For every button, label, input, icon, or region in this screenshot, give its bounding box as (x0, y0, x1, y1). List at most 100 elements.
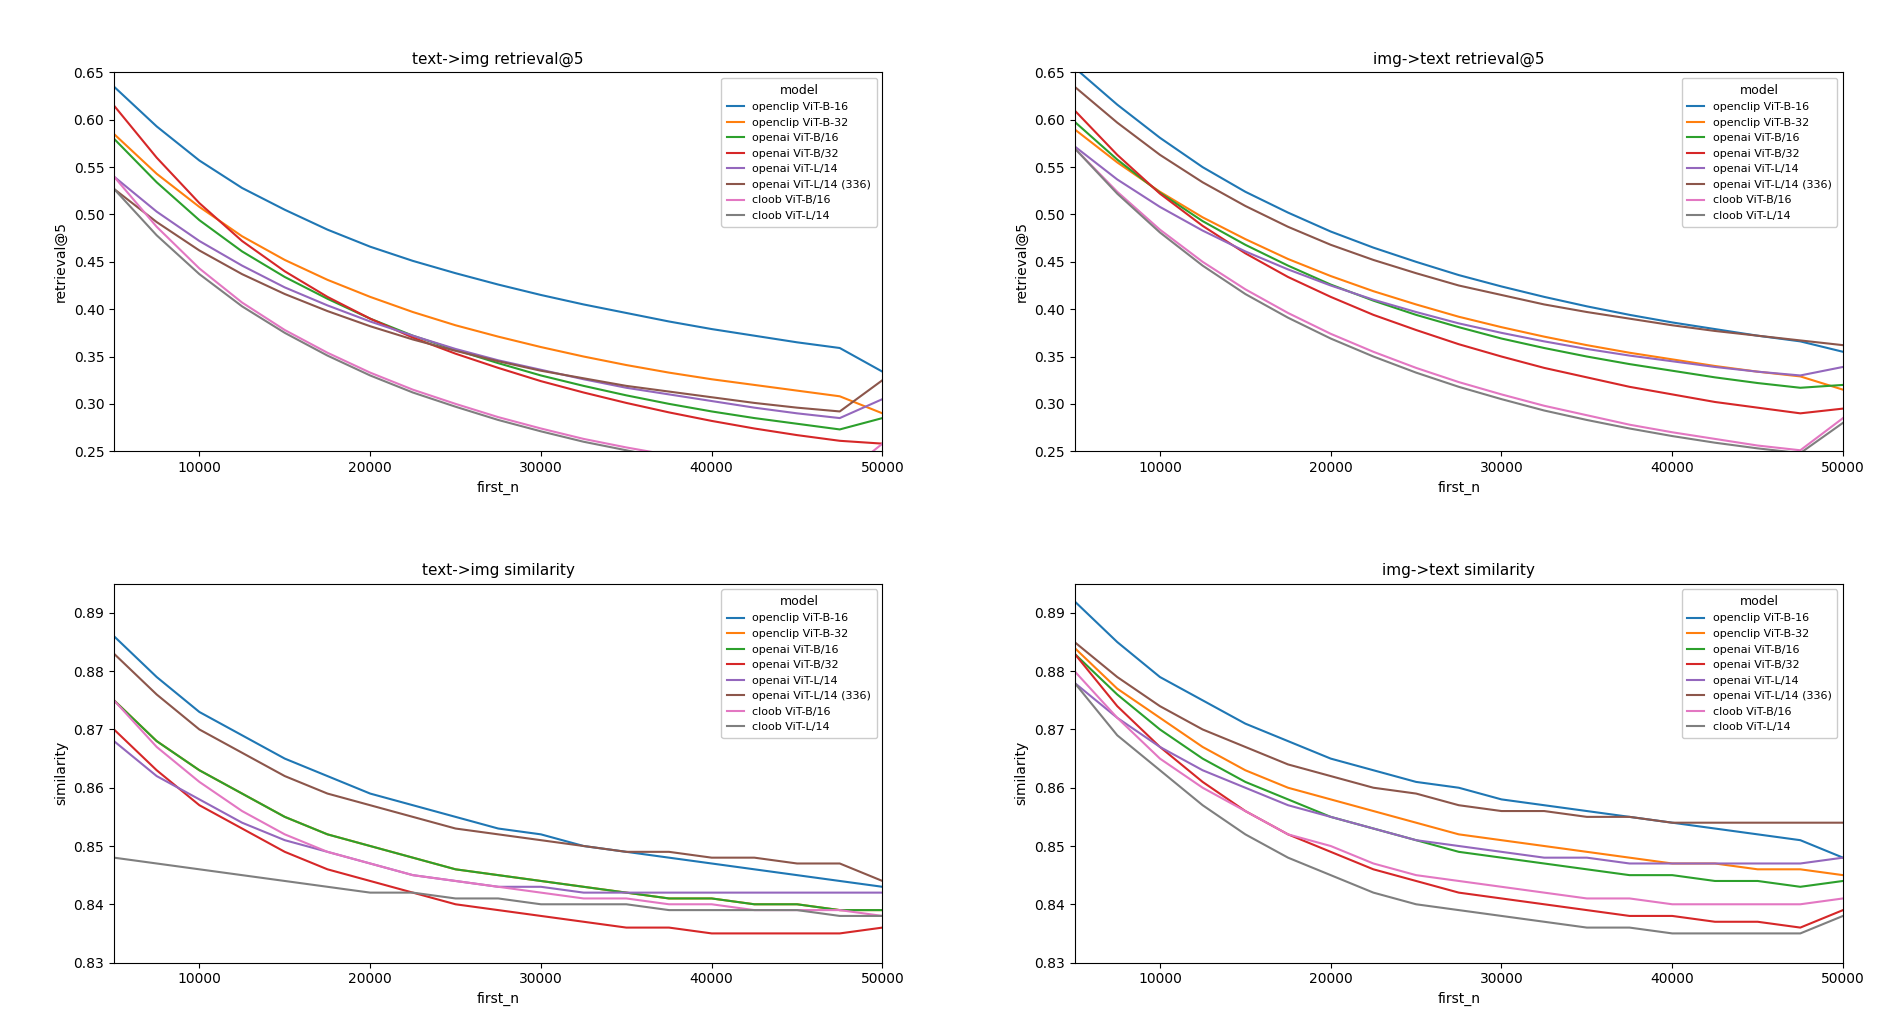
openai ViT-L/14 (336) (1661, 319, 1683, 331)
openai ViT-B/16 (1191, 752, 1214, 765)
openai ViT-B/32 (486, 904, 509, 916)
openai ViT-B/16 (1277, 260, 1300, 272)
Line: openai ViT-L/14 (336): openai ViT-L/14 (336) (114, 654, 882, 881)
openai ViT-L/14 (336) (1661, 817, 1683, 829)
cloob ViT-B/16 (1064, 664, 1087, 677)
openai ViT-L/14 (336) (828, 857, 851, 869)
openai ViT-L/14 (1277, 263, 1300, 275)
openai ViT-B/16 (315, 293, 338, 305)
openclip ViT-B-32 (870, 407, 893, 419)
openai ViT-L/14 (657, 388, 680, 401)
Line: openclip ViT-B-32: openclip ViT-B-32 (1075, 648, 1843, 876)
openclip ViT-B-16 (1148, 131, 1170, 144)
openai ViT-L/14 (1448, 317, 1471, 329)
openai ViT-B/32 (1362, 863, 1385, 876)
openai ViT-L/14 (336) (1404, 788, 1427, 800)
openclip ViT-B-16 (1404, 256, 1427, 268)
openclip ViT-B-16 (188, 154, 211, 167)
openclip ViT-B-16 (359, 788, 382, 800)
cloob ViT-L/14 (657, 452, 680, 465)
openclip ViT-B-16 (486, 823, 509, 835)
openclip ViT-B-32 (657, 366, 680, 379)
openclip ViT-B-32 (870, 904, 893, 916)
openai ViT-B/16 (657, 892, 680, 905)
openclip ViT-B-32 (1790, 863, 1813, 876)
cloob ViT-L/14 (572, 436, 595, 448)
openclip ViT-B-16 (1404, 775, 1427, 788)
cloob ViT-L/14 (401, 886, 424, 898)
openai ViT-L/14 (336) (1575, 305, 1598, 318)
Line: openai ViT-L/14: openai ViT-L/14 (114, 741, 882, 892)
openai ViT-B/16 (445, 863, 467, 876)
openai ViT-B/16 (1533, 857, 1556, 869)
openai ViT-B/32 (1533, 898, 1556, 911)
openai ViT-L/14 (1661, 355, 1683, 367)
openai ViT-B/16 (701, 406, 724, 418)
cloob ViT-L/14 (1490, 393, 1512, 406)
cloob ViT-L/14 (1661, 927, 1683, 940)
openclip ViT-B-16 (572, 839, 595, 852)
openai ViT-L/14 (336) (530, 834, 553, 847)
openclip ViT-B-16 (1319, 226, 1341, 238)
openai ViT-L/14 (336) (1790, 334, 1813, 347)
openai ViT-B/16 (401, 329, 424, 342)
openai ViT-B/16 (1064, 648, 1087, 660)
openai ViT-L/14 (336) (1533, 298, 1556, 310)
openai ViT-B/16 (1106, 153, 1129, 166)
Legend: openclip ViT-B-16, openclip ViT-B-32, openai ViT-B/16, openai ViT-B/32, openai V: openclip ViT-B-16, openclip ViT-B-32, op… (722, 589, 878, 738)
cloob ViT-L/14 (657, 904, 680, 916)
cloob ViT-B/16 (1148, 224, 1170, 236)
cloob ViT-B/16 (1064, 142, 1087, 154)
openai ViT-B/16 (1277, 793, 1300, 805)
openai ViT-L/14 (1362, 823, 1385, 835)
openai ViT-B/32 (1619, 910, 1642, 922)
openai ViT-L/14 (188, 235, 211, 247)
openai ViT-L/14 (1277, 799, 1300, 811)
openai ViT-B/32 (828, 435, 851, 447)
cloob ViT-B/16 (572, 892, 595, 905)
cloob ViT-L/14 (1448, 904, 1471, 916)
openai ViT-L/14 (336) (1233, 200, 1256, 212)
openclip ViT-B-16 (1448, 781, 1471, 794)
openclip ViT-B-16 (701, 323, 724, 335)
openai ViT-L/14 (336) (1704, 817, 1727, 829)
openai ViT-L/14 (336) (1106, 116, 1129, 128)
Line: openai ViT-B/32: openai ViT-B/32 (1075, 111, 1843, 413)
openai ViT-B/32 (144, 764, 167, 776)
cloob ViT-L/14 (445, 401, 467, 413)
openai ViT-L/14 (1704, 857, 1727, 869)
Line: cloob ViT-L/14: cloob ViT-L/14 (114, 858, 882, 916)
openai ViT-B/16 (1746, 377, 1769, 389)
cloob ViT-L/14 (743, 466, 766, 478)
Line: cloob ViT-B/16: cloob ViT-B/16 (1075, 148, 1843, 450)
cloob ViT-B/16 (1832, 892, 1854, 905)
Line: openai ViT-L/14: openai ViT-L/14 (1075, 146, 1843, 376)
cloob ViT-B/16 (1404, 361, 1427, 374)
openclip ViT-B-16 (144, 671, 167, 683)
openai ViT-B/32 (657, 406, 680, 418)
openclip ViT-B-32 (1106, 682, 1129, 694)
openai ViT-B/32 (1575, 372, 1598, 384)
openclip ViT-B-32 (1319, 270, 1341, 283)
Line: openclip ViT-B-32: openclip ViT-B-32 (1075, 129, 1843, 389)
openai ViT-L/14 (445, 875, 467, 887)
openai ViT-L/14 (743, 886, 766, 898)
openai ViT-B/16 (1319, 810, 1341, 823)
openai ViT-B/32 (359, 875, 382, 887)
cloob ViT-L/14 (144, 229, 167, 241)
openclip ViT-B-16 (1233, 185, 1256, 198)
openclip ViT-B-16 (743, 329, 766, 342)
cloob ViT-B/16 (787, 466, 809, 478)
cloob ViT-B/16 (1661, 426, 1683, 439)
openclip ViT-B-32 (230, 230, 253, 242)
Line: openai ViT-B/16: openai ViT-B/16 (1075, 122, 1843, 388)
openai ViT-B/16 (616, 886, 638, 898)
cloob ViT-L/14 (1148, 764, 1170, 776)
openclip ViT-B-32 (103, 694, 125, 707)
openai ViT-B/16 (1233, 239, 1256, 252)
openclip ViT-B-32 (445, 863, 467, 876)
openclip ViT-B-32 (1575, 338, 1598, 351)
Line: openai ViT-L/14 (336): openai ViT-L/14 (336) (114, 189, 882, 412)
Line: openclip ViT-B-16: openclip ViT-B-16 (1075, 601, 1843, 858)
cloob ViT-L/14 (1319, 869, 1341, 882)
